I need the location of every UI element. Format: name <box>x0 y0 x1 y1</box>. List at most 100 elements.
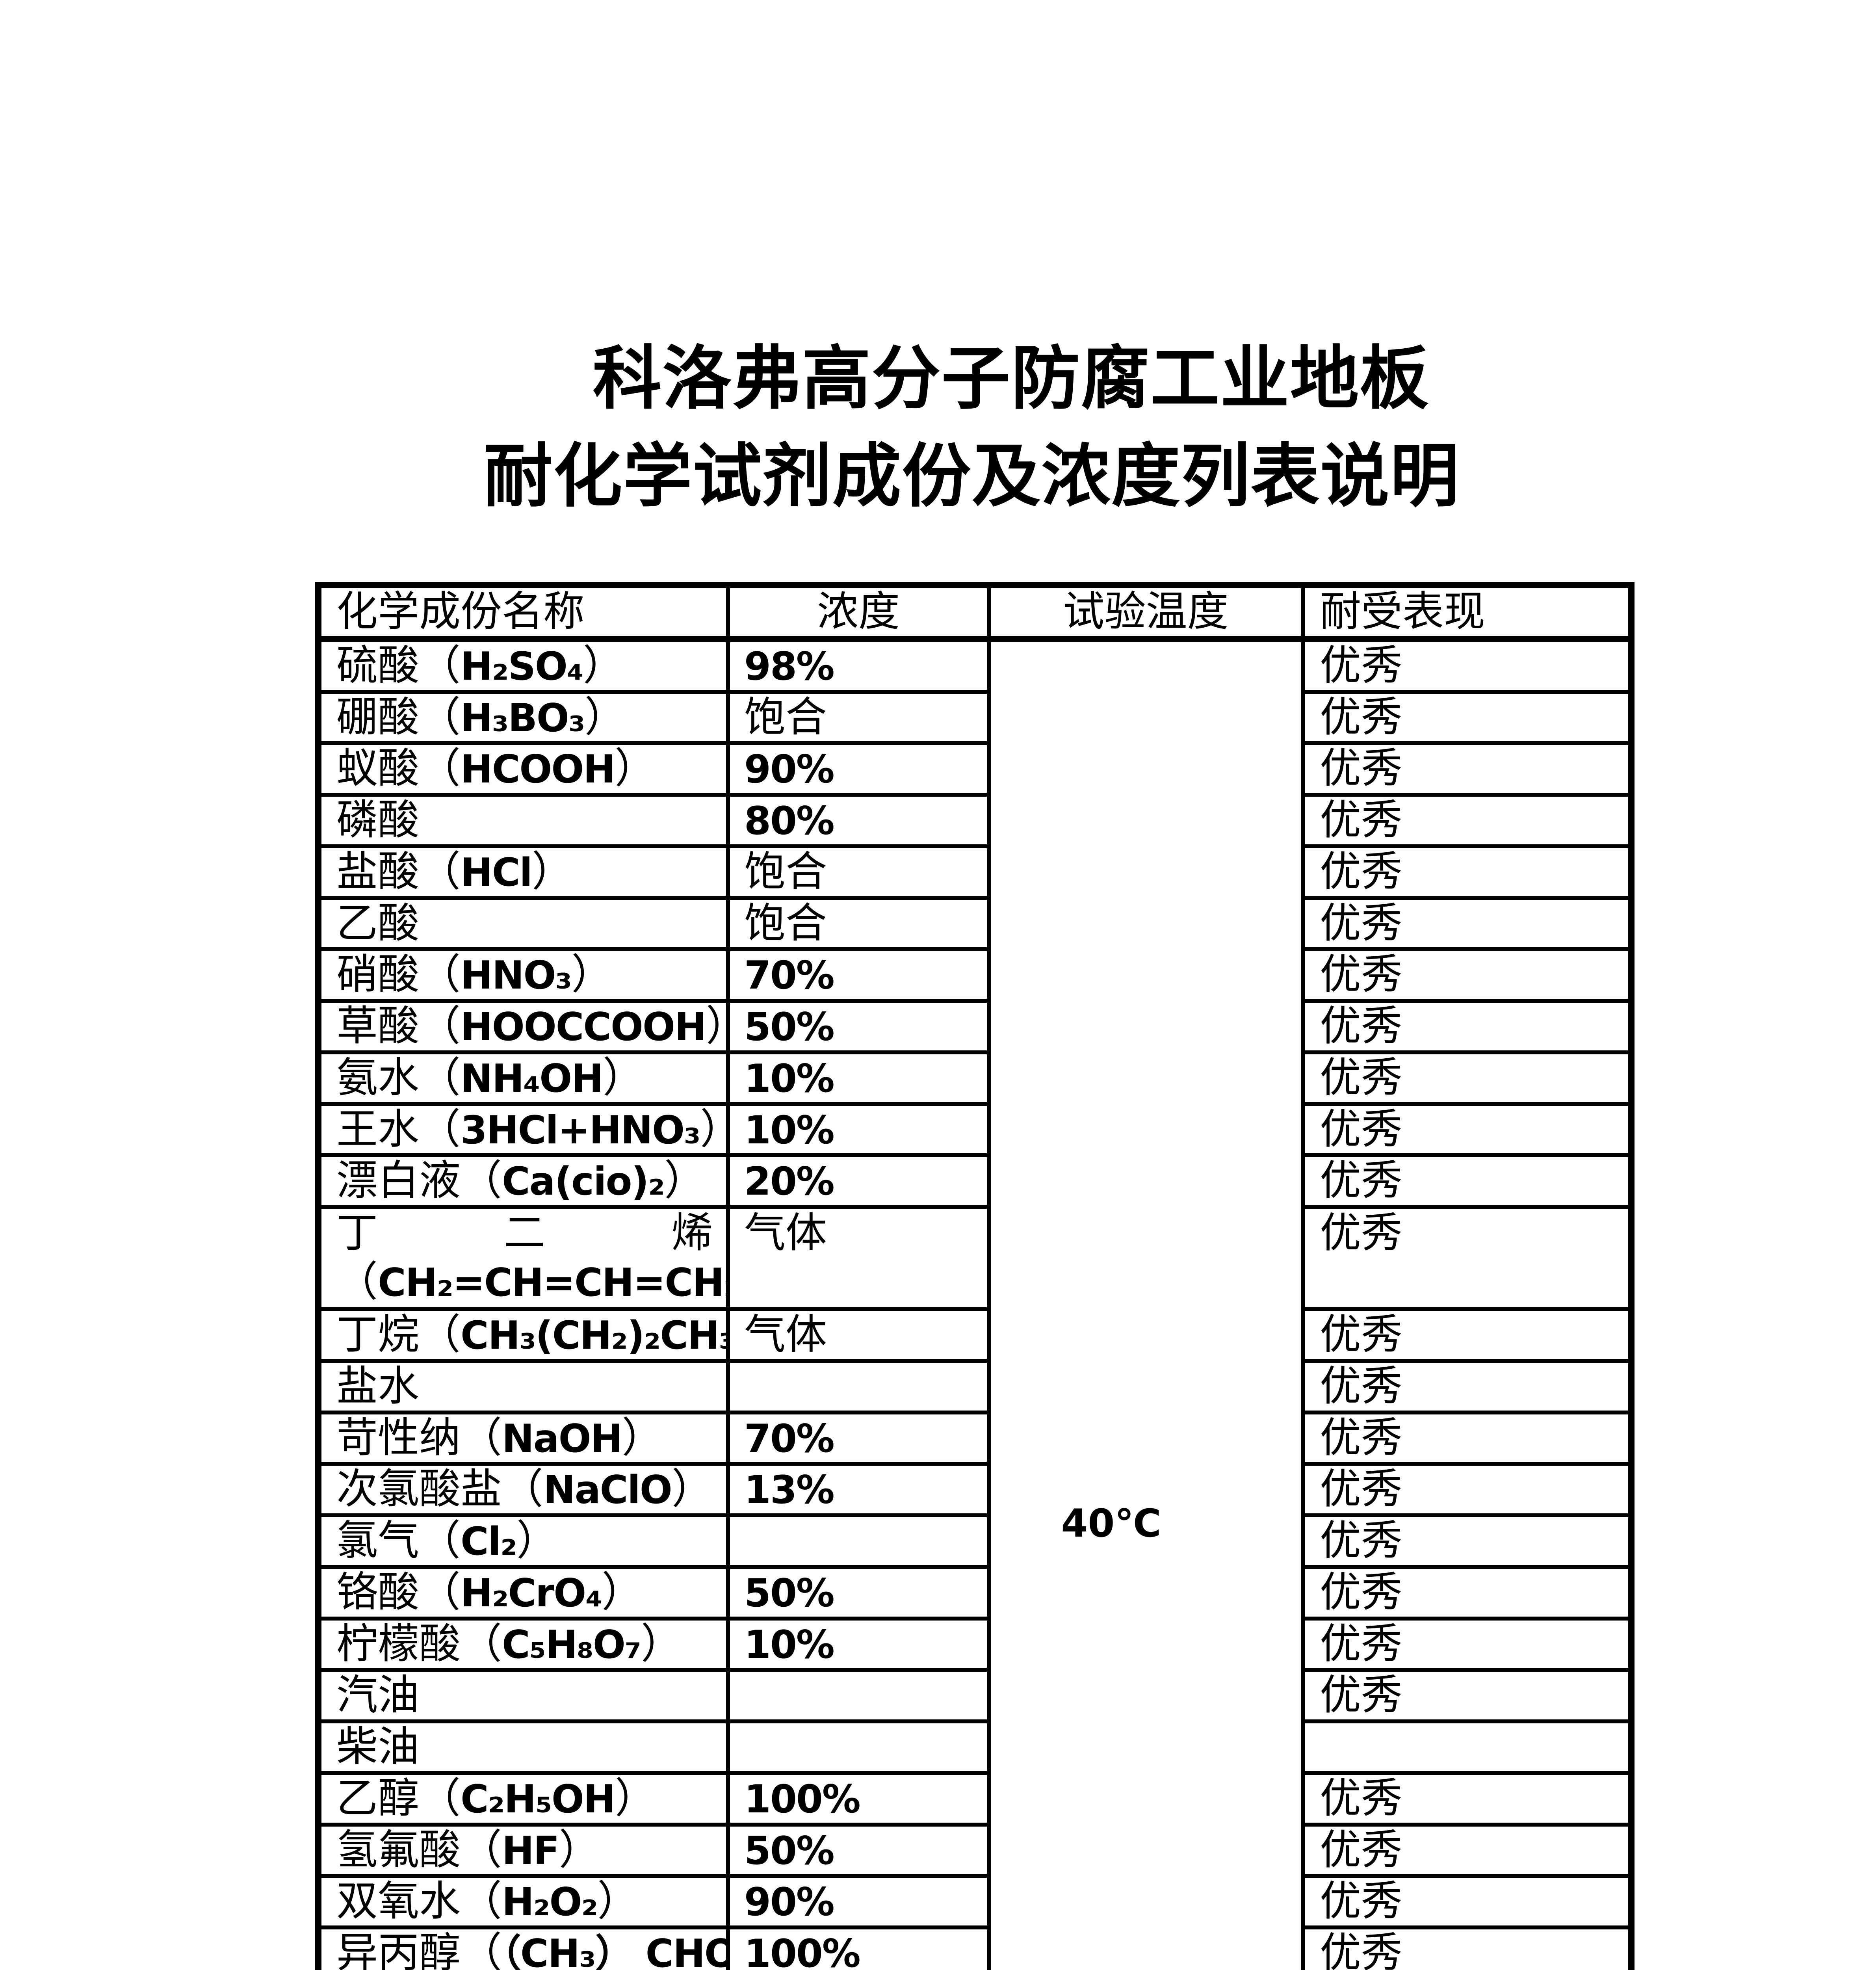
concentration-cell: 50% <box>726 999 991 1054</box>
concentration-cell: 饱合 <box>726 844 991 900</box>
chemical-formula: Ca(cio)₂ <box>502 1159 665 1204</box>
temperature-cell: 40℃ <box>987 637 1305 1970</box>
performance-cell: 优秀 <box>1301 1565 1633 1621</box>
chemical-name-cell: 盐水 <box>316 1359 730 1414</box>
chemical-name-cell: 丁烷（CH₃(CH₂)₂CH₃） <box>316 1307 730 1363</box>
performance-cell: 优秀 <box>1301 1771 1633 1827</box>
concentration-value: 饱合 <box>744 848 827 895</box>
chemical-name-cell: 乙醇（C₂H₅OH） <box>316 1771 730 1827</box>
chemical-name-text: 氯气（ <box>336 1518 461 1564</box>
concentration-cell: 13% <box>726 1462 991 1517</box>
chemical-name-cell: 硝酸（HNO₃） <box>316 947 730 1003</box>
chemical-name-cell: 氨水（NH₄OH） <box>316 1050 730 1106</box>
concentration-cell <box>726 1668 991 1723</box>
close-paren: ） <box>622 1414 663 1461</box>
concentration-value: 50% <box>744 1005 835 1050</box>
close-paren: ） <box>671 1466 713 1513</box>
concentration-value: 13% <box>744 1468 835 1513</box>
concentration-cell: 气体 <box>726 1205 991 1311</box>
chemical-name-text: 蚁酸（ <box>336 745 461 792</box>
performance-value: 优秀 <box>1320 1878 1403 1925</box>
concentration-value: 90% <box>744 747 835 792</box>
concentration-value: 100% <box>744 1931 861 1970</box>
table-row: 汽油 优秀 <box>316 1668 1633 1723</box>
concentration-cell: 100% <box>726 1771 991 1827</box>
concentration-cell: 100% <box>726 1925 991 1970</box>
performance-cell: 优秀 <box>1301 637 1633 694</box>
table-body: 硫酸（H₂SO₄） 98% 40℃ 优秀 硼酸（H₃BO₃） 饱合 优秀 蚁酸（HCOOH） 9… <box>316 637 1633 1970</box>
chemical-formula: HCl <box>461 850 533 895</box>
performance-value: 优秀 <box>1320 1518 1403 1564</box>
performance-value: 优秀 <box>1320 1930 1403 1970</box>
close-paren: ） <box>615 1775 656 1821</box>
performance-value: 优秀 <box>1320 1210 1403 1256</box>
concentration-cell: 98% <box>726 637 991 694</box>
concentration-cell: 10% <box>726 1050 991 1106</box>
table-row: 氢氟酸（HF） 50% 优秀 <box>316 1822 1633 1878</box>
chemical-name-text: 盐水 <box>336 1363 420 1409</box>
concentration-value: 50% <box>744 1570 835 1616</box>
chemical-name-cell: 王水（3HCl+HNO₃） <box>316 1102 730 1158</box>
table-row: 硝酸（HNO₃） 70% 优秀 <box>316 947 1633 1003</box>
title-line-1: 科洛弗高分子防腐工业地板 <box>593 341 1430 417</box>
performance-cell: 优秀 <box>1301 793 1633 848</box>
performance-cell: 优秀 <box>1301 1822 1633 1878</box>
concentration-cell <box>726 1513 991 1569</box>
performance-value: 优秀 <box>1320 694 1403 740</box>
close-paren: ） <box>602 1054 644 1101</box>
concentration-cell: 50% <box>726 1822 991 1878</box>
chemical-name-cell: 双氧水（H₂O₂） <box>316 1874 730 1929</box>
performance-cell: 优秀 <box>1301 1513 1633 1569</box>
concentration-value: 98% <box>744 644 835 689</box>
concentration-value: 10% <box>744 1056 835 1101</box>
performance-value: 优秀 <box>1320 1158 1403 1204</box>
performance-value: 优秀 <box>1320 1054 1403 1101</box>
chemical-name-cell: 硫酸（H₂SO₄） <box>316 637 730 694</box>
close-paren: ） <box>571 952 613 998</box>
performance-cell: 优秀 <box>1301 844 1633 900</box>
concentration-value: 70% <box>744 1416 835 1461</box>
close-paren: ） <box>583 642 624 689</box>
concentration-value: 80% <box>744 799 835 844</box>
table-row: 磷酸 80% 优秀 <box>316 793 1633 848</box>
chemical-name-cell: 苛性纳（NaOH） <box>316 1410 730 1466</box>
chemical-name-cell: 柠檬酸（C₅H₈O₇） <box>316 1616 730 1672</box>
concentration-cell <box>726 1719 991 1775</box>
table-row: 蚁酸（HCOOH） 90% 优秀 <box>316 741 1633 797</box>
chemical-name-text: 汽油 <box>336 1672 420 1719</box>
chemical-name-text: 硫酸（ <box>336 642 461 689</box>
chemical-name-cell: 异丙醇（（CH₃） CHOH） <box>316 1925 730 1970</box>
table-row: 乙醇（C₂H₅OH） 100% 优秀 <box>316 1771 1633 1827</box>
concentration-value: 20% <box>744 1159 835 1204</box>
table-row: 硫酸（H₂SO₄） 98% 40℃ 优秀 <box>316 637 1633 1970</box>
chemical-name-cell: 次氯酸盐（NaClO） <box>316 1462 730 1517</box>
concentration-value: 10% <box>744 1622 835 1667</box>
concentration-value: 10% <box>744 1108 835 1153</box>
header-concentration: 浓度 <box>726 583 991 642</box>
chemical-name-text: 柴油 <box>336 1724 420 1770</box>
chemical-resistance-table: 化学成份名称 浓度 试验温度 耐受表现 硫酸（H₂SO₄） 98% 40℃ 优秀 硼酸（… <box>315 582 1635 1970</box>
performance-cell: 优秀 <box>1301 999 1633 1054</box>
table-row: 硼酸（H₃BO₃） 饱合 优秀 <box>316 690 1633 745</box>
table-row: 双氧水（H₂O₂） 90% 优秀 <box>316 1874 1633 1929</box>
performance-cell: 优秀 <box>1301 1925 1633 1970</box>
performance-cell: 优秀 <box>1301 1874 1633 1929</box>
performance-value: 优秀 <box>1320 1466 1403 1513</box>
chemical-name-cell: 蚁酸（HCOOH） <box>316 741 730 797</box>
performance-cell: 优秀 <box>1301 741 1633 797</box>
table-row: 氨水（NH₄OH） 10% 优秀 <box>316 1050 1633 1106</box>
chemical-formula: H₂CrO₄ <box>461 1570 602 1616</box>
close-paren: ） <box>559 1827 600 1873</box>
chemical-name-text: 铬酸（ <box>336 1569 461 1615</box>
concentration-cell: 70% <box>726 1410 991 1466</box>
chemical-formula: HCOOH <box>461 747 615 792</box>
performance-cell: 优秀 <box>1301 1307 1633 1363</box>
chemical-name-text: 盐酸（ <box>336 848 461 895</box>
chemical-name-text: 乙酸 <box>336 900 420 946</box>
concentration-cell: 气体 <box>726 1307 991 1363</box>
performance-value: 优秀 <box>1320 1775 1403 1821</box>
chemical-formula: NaClO <box>543 1468 672 1513</box>
performance-cell: 优秀 <box>1301 1050 1633 1106</box>
chemical-name-text: 氨水（ <box>336 1054 461 1101</box>
chemical-name-text: 丁二烯 <box>336 1210 713 1256</box>
